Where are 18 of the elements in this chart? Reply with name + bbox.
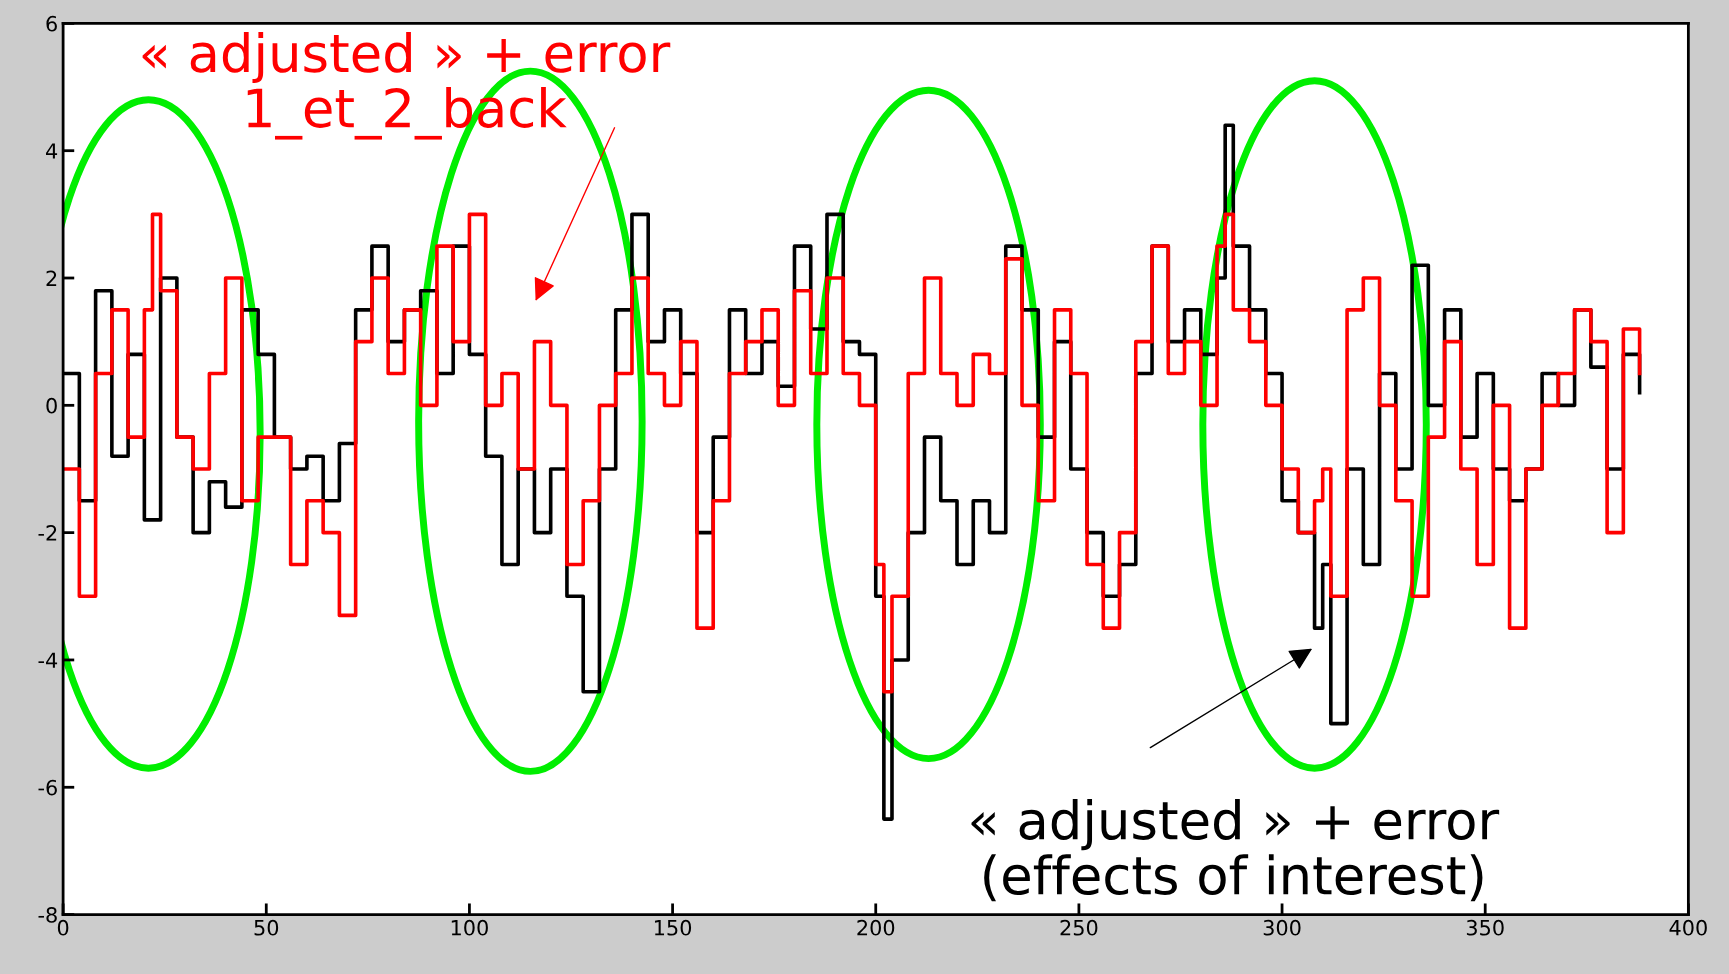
x-tick-label: 400 bbox=[1669, 919, 1707, 936]
y-tick-label: 2 bbox=[46, 270, 57, 286]
x-tick-label: 300 bbox=[1263, 919, 1301, 936]
y-tick-label: 6 bbox=[46, 15, 57, 32]
y-tick-label: -2 bbox=[38, 525, 57, 541]
x-tick-label: 0 bbox=[57, 919, 69, 936]
x-tick-label: 100 bbox=[451, 919, 488, 936]
x-tick-label: 200 bbox=[857, 919, 895, 936]
y-tick-label: -6 bbox=[38, 779, 57, 796]
annotation: « adjusted » + error (effects of interest) bbox=[971, 799, 1500, 902]
x-tick-label: 150 bbox=[654, 919, 692, 936]
x-tick-label: 350 bbox=[1466, 919, 1504, 936]
y-tick-label: 0 bbox=[46, 397, 57, 414]
y-tick-label: -4 bbox=[38, 652, 58, 668]
x-tick-label: 250 bbox=[1060, 919, 1098, 936]
y-tick-label: 4 bbox=[46, 143, 58, 159]
x-tick-label: 50 bbox=[254, 919, 279, 936]
y-tick-label: -8 bbox=[38, 907, 57, 923]
